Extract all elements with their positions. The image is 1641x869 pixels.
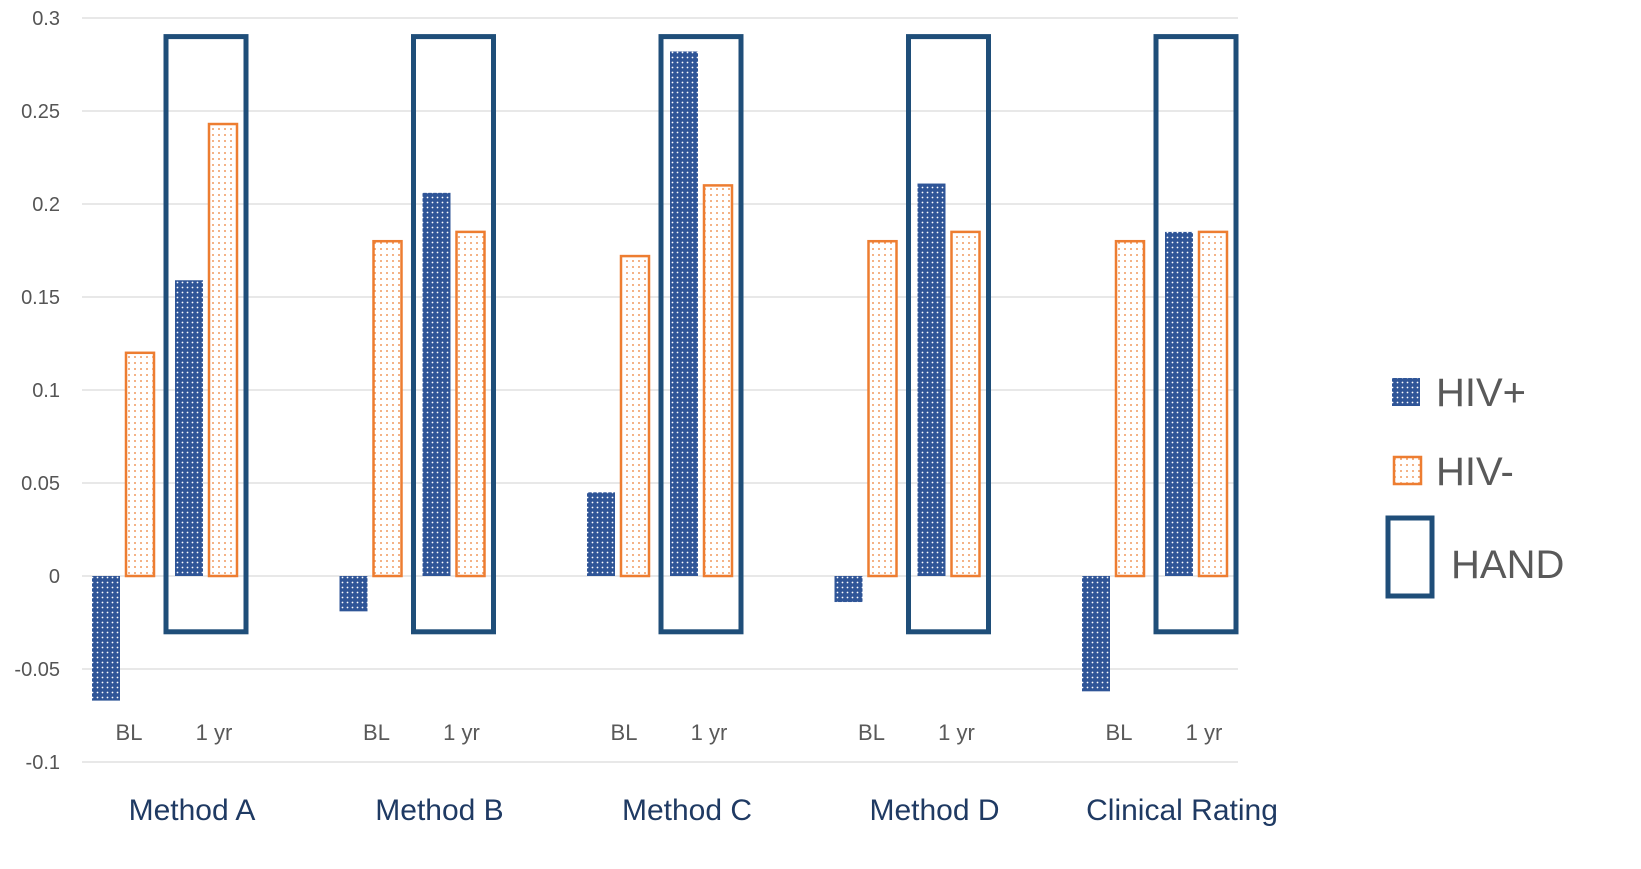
bar-hiv-neg [372, 239, 403, 578]
bar-hiv-neg [619, 254, 651, 578]
timepoint-label: BL [858, 720, 885, 745]
legend-label-hand: HAND [1451, 543, 1564, 587]
timepoint-label: BL [1106, 720, 1133, 745]
y-tick-label: 0.05 [21, 473, 60, 495]
timepoint-label: BL [611, 720, 638, 745]
bar-hiv-neg [455, 230, 486, 578]
timepoint-label: 1 yr [196, 720, 233, 745]
group-label: Method D [869, 794, 999, 827]
timepoint-label: 1 yr [443, 720, 480, 745]
bar-hiv-pos [175, 280, 203, 576]
timepoint-label: BL [116, 720, 143, 745]
bar-hiv-pos [587, 492, 615, 576]
bar-hiv-pos [422, 192, 451, 576]
timepoint-label: 1 yr [938, 720, 975, 745]
legend-swatch-hiv-pos [1392, 378, 1420, 406]
bar-hiv-neg [207, 122, 239, 578]
group-label: Clinical Rating [1086, 794, 1278, 827]
bar-hiv-pos [670, 51, 698, 577]
timepoint-label: 1 yr [1186, 720, 1223, 745]
hand-boxes [163, 34, 1239, 635]
bar-hiv-neg [950, 230, 981, 578]
legend-label-hiv-neg: HIV- [1436, 450, 1514, 494]
y-tick-label: 0 [49, 566, 60, 588]
y-tick-label: 0.25 [21, 101, 60, 123]
group-label: Method A [129, 794, 256, 827]
bar-hiv-pos [917, 183, 946, 577]
bar-hiv-neg [1114, 239, 1146, 578]
y-tick-label: 0.2 [32, 194, 60, 216]
hand-box [906, 34, 991, 635]
legend-swatch-hiv-neg [1392, 455, 1423, 486]
bar-hiv-neg [867, 239, 898, 578]
hand-box [411, 34, 496, 635]
hand-box [163, 34, 249, 635]
bar-hiv-neg [124, 351, 156, 578]
axis-labels: 0.3 0.25 0.2 0.15 0.1 0.05 0 -0.05 -0.1 BL 1 yr Met… [14, 8, 1277, 827]
group-label: Method C [622, 794, 752, 827]
bar-hiv-pos [1082, 576, 1110, 692]
y-tick-label: -0.1 [26, 752, 60, 774]
timepoint-label: 1 yr [691, 720, 728, 745]
hand-box [1153, 34, 1239, 635]
y-tick-label: 0.1 [32, 380, 60, 402]
legend: HIV+ HIV- HAND [1385, 371, 1564, 599]
bar-hiv-pos [92, 576, 120, 701]
timepoint-label: BL [363, 720, 390, 745]
group-label: Method B [375, 794, 503, 827]
y-tick-label: 0.3 [32, 8, 60, 30]
legend-label-hiv-pos: HIV+ [1436, 371, 1526, 415]
bar-hiv-pos [834, 576, 863, 603]
y-tick-label: 0.15 [21, 287, 60, 309]
legend-swatch-hand [1385, 515, 1435, 599]
hand-box [658, 34, 744, 635]
y-tick-label: -0.05 [14, 659, 60, 681]
bar-hiv-pos [1165, 231, 1193, 576]
bar-hiv-pos [339, 576, 368, 612]
bar-hiv-neg [1197, 230, 1229, 578]
bar-hiv-neg [702, 184, 734, 578]
bars [92, 51, 1229, 701]
